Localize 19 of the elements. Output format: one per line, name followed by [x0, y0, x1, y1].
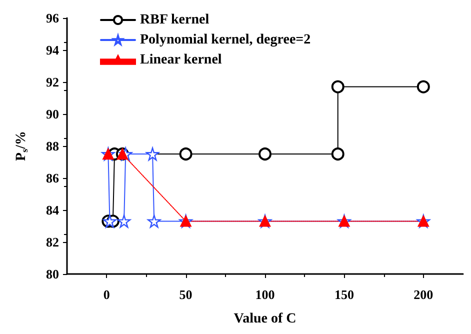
legend-label: Polynomial kernel, degree=2 [140, 32, 311, 48]
y-tick-label: 90 [46, 106, 59, 122]
y-tick-label: 88 [46, 138, 60, 154]
y-tick-label: 86 [46, 170, 60, 186]
legend-label: RBF kernel [140, 12, 210, 28]
legend-label: Linear kernel [140, 52, 222, 68]
y-tick-label: 82 [46, 234, 59, 250]
y-axis-title: Ps/% [14, 131, 30, 161]
x-tick-label: 100 [255, 287, 275, 302]
y-tick-label: 84 [46, 202, 60, 218]
y-tick-label: 80 [46, 266, 59, 282]
x-tick-label: 50 [179, 287, 192, 302]
y-tick-label: 96 [46, 10, 60, 26]
x-tick-label: 0 [103, 287, 110, 302]
x-axis-title: Value of C [234, 312, 296, 326]
x-tick-label: 200 [414, 287, 434, 302]
y-tick-label: 94 [46, 42, 60, 58]
x-tick-label: 150 [334, 287, 354, 302]
y-tick-label: 92 [46, 74, 59, 90]
